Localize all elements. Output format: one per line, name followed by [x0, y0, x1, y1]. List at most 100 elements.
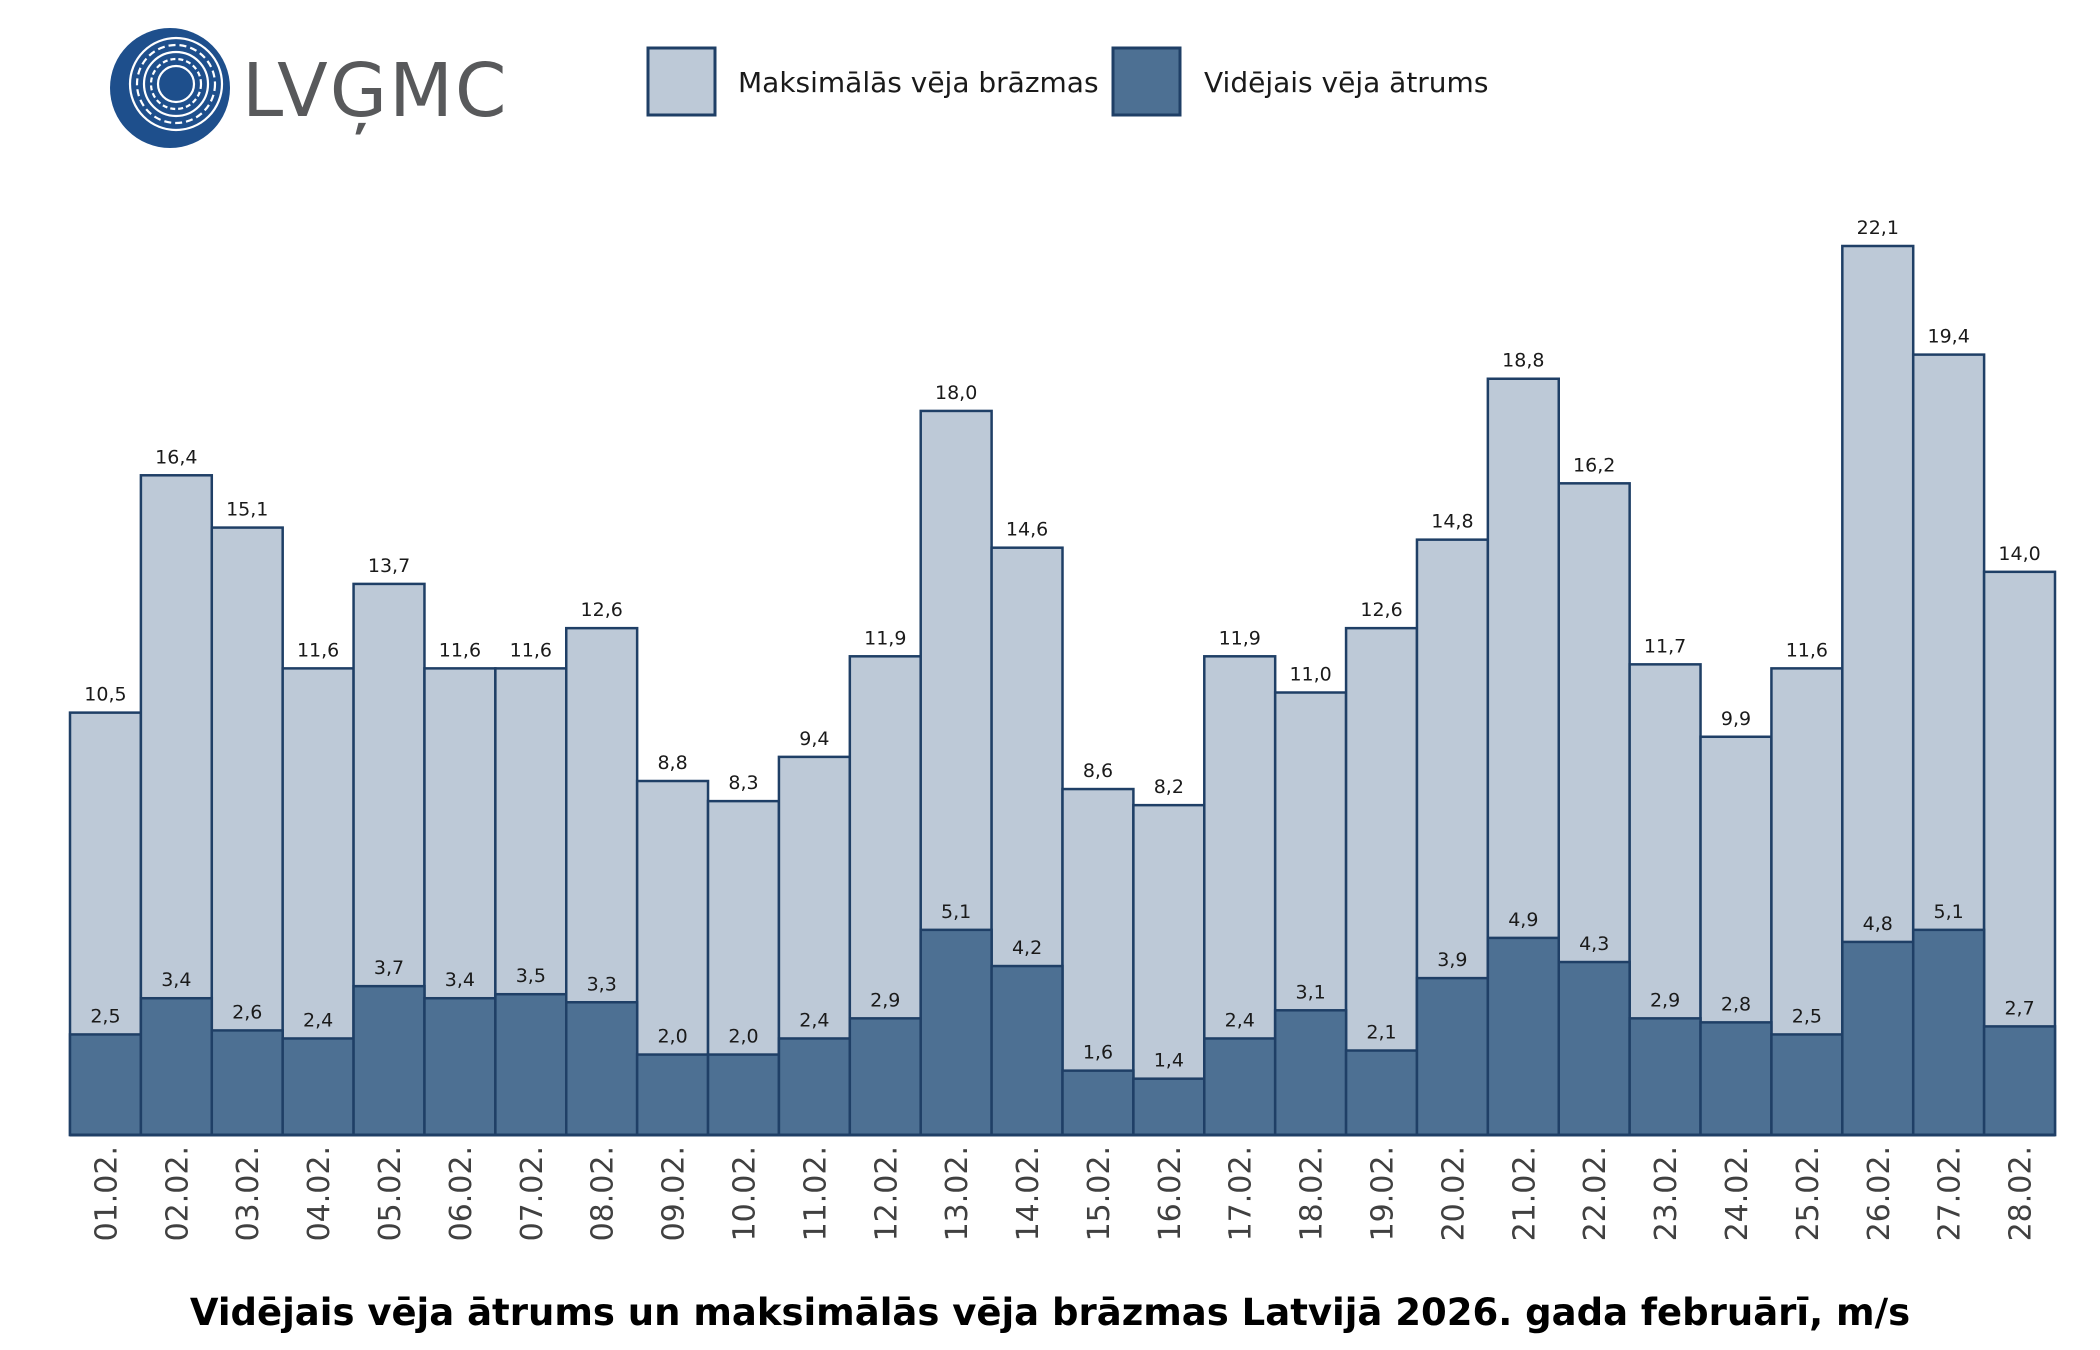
average-bar [1132, 1077, 1206, 1137]
average-bar [1982, 1025, 2057, 1137]
gust-value-label: 18,8 [1502, 350, 1544, 372]
x-tick-label: 11.02. [798, 1146, 833, 1241]
average-value-label: 4,2 [1012, 937, 1042, 959]
average-bar [1273, 1009, 1348, 1137]
average-value-label: 2,5 [1792, 1005, 1822, 1027]
average-bar [1557, 960, 1631, 1137]
average-value-label: 3,1 [1296, 981, 1326, 1003]
x-tick-label: 13.02. [940, 1146, 975, 1241]
average-bar [281, 1037, 355, 1137]
average-bar [635, 1053, 710, 1137]
x-tick-label: 20.02. [1436, 1146, 1471, 1241]
average-value-label: 2,1 [1366, 1022, 1396, 1044]
gust-value-label: 13,7 [368, 555, 410, 577]
gust-value-label: 11,9 [1219, 627, 1261, 649]
gust-value-label: 14,6 [1006, 519, 1048, 541]
legend-swatch-gusts [646, 46, 717, 117]
average-bar [1415, 976, 1490, 1137]
average-value-label: 3,4 [445, 969, 475, 991]
gust-value-label: 11,7 [1644, 635, 1686, 657]
legend-label-average: Vidējais vēja ātrums [1204, 66, 1488, 99]
average-bar [1486, 936, 1561, 1137]
average-value-label: 5,1 [1934, 901, 1964, 923]
average-bar [352, 984, 426, 1137]
average-bar [1061, 1069, 1135, 1137]
average-value-label: 3,7 [374, 957, 404, 979]
x-tick-label: 18.02. [1295, 1146, 1330, 1241]
legend-swatch-average [1111, 46, 1182, 117]
average-value-label: 3,3 [587, 973, 617, 995]
x-tick-label: 23.02. [1649, 1146, 1684, 1241]
average-value-label: 2,4 [1225, 1009, 1255, 1031]
gust-value-label: 12,6 [581, 599, 623, 621]
x-tick-label: 19.02. [1366, 1146, 1401, 1241]
average-value-label: 2,5 [90, 1005, 120, 1027]
gust-value-label: 22,1 [1857, 217, 1899, 239]
x-tick-label: 14.02. [1011, 1146, 1046, 1241]
gust-value-label: 14,0 [1998, 543, 2040, 565]
legend-label-gusts: Maksimālās vēja brāzmas [738, 66, 1099, 99]
average-bar [210, 1029, 284, 1137]
average-value-label: 3,5 [516, 965, 546, 987]
x-tick-label: 24.02. [1720, 1146, 1755, 1241]
x-tick-label: 27.02. [1933, 1146, 1968, 1241]
x-tick-label: 08.02. [586, 1146, 621, 1241]
gust-value-label: 11,6 [439, 639, 481, 661]
gust-value-label: 10,5 [84, 684, 126, 706]
gust-value-labels: 10,5 16,4 15,1 11,6 13,7 11,6 11,6 12,6 8,8 8,3 9,… [84, 217, 2040, 798]
x-tick-label: 03.02. [231, 1146, 266, 1241]
average-bar [1628, 1017, 1702, 1137]
gust-value-label: 8,2 [1154, 776, 1184, 798]
average-value-label: 2,0 [657, 1026, 687, 1048]
x-tick-label: 25.02. [1791, 1146, 1826, 1241]
x-tick-label: 15.02. [1082, 1146, 1117, 1241]
chart-title: Vidējais vēja ātrums un maksimālās vēja … [190, 1291, 1910, 1334]
average-bar [68, 1033, 143, 1137]
gust-value-label: 9,4 [799, 728, 829, 750]
average-bar [423, 996, 497, 1137]
x-tick-label: 06.02. [444, 1146, 479, 1241]
average-bar [706, 1053, 781, 1137]
average-bar [990, 964, 1064, 1137]
average-bar [848, 1017, 922, 1137]
average-value-labels: 2,5 3,4 2,6 2,4 3,7 3,4 3,5 3,3 2,0 2,0 2,4 2,9 5,1 4… [90, 901, 2034, 1072]
x-tick-label: 02.02. [160, 1146, 195, 1241]
gust-value-label: 19,4 [1928, 326, 1970, 348]
average-value-label: 2,6 [232, 1001, 262, 1023]
average-value-label: 2,4 [799, 1009, 829, 1031]
gust-value-label: 18,0 [935, 382, 977, 404]
average-value-label: 3,9 [1437, 949, 1467, 971]
average-bar [1911, 928, 1986, 1137]
average-bar [777, 1037, 852, 1137]
x-tick-label: 17.02. [1224, 1146, 1259, 1241]
average-value-label: 4,3 [1579, 933, 1609, 955]
average-bar [139, 996, 214, 1137]
average-bar [1203, 1037, 1277, 1137]
average-bar [1344, 1049, 1419, 1137]
gust-value-label: 11,6 [510, 639, 552, 661]
x-tick-labels: 01.02. 02.02. 03.02. 04.02. 05.02. 06.02. 07.0… [89, 1146, 2038, 1241]
average-bars [68, 928, 2057, 1137]
legend: Maksimālās vēja brāzmas Vidējais vēja āt… [646, 46, 1488, 117]
average-value-label: 1,4 [1154, 1050, 1184, 1072]
average-bar [494, 992, 568, 1137]
gust-value-label: 11,6 [297, 639, 339, 661]
gust-value-label: 9,9 [1721, 708, 1751, 730]
average-value-label: 2,9 [870, 989, 900, 1011]
x-tick-label: 01.02. [89, 1146, 124, 1241]
x-tick-label: 12.02. [869, 1146, 904, 1241]
x-tick-label: 09.02. [657, 1146, 692, 1241]
gust-value-label: 16,4 [155, 446, 197, 468]
gust-value-label: 14,8 [1431, 511, 1473, 533]
average-value-label: 2,0 [728, 1026, 758, 1048]
x-tick-label: 10.02. [727, 1146, 762, 1241]
average-bar [1770, 1033, 1844, 1137]
average-bar [919, 928, 993, 1137]
x-tick-label: 28.02. [2004, 1146, 2039, 1241]
x-tick-label: 16.02. [1153, 1146, 1188, 1241]
average-value-label: 1,6 [1083, 1042, 1113, 1064]
logo-text: LVĢMC [242, 48, 509, 135]
x-tick-label: 21.02. [1507, 1146, 1542, 1241]
average-value-label: 2,8 [1721, 993, 1751, 1015]
logo-emblem-icon [110, 28, 230, 148]
